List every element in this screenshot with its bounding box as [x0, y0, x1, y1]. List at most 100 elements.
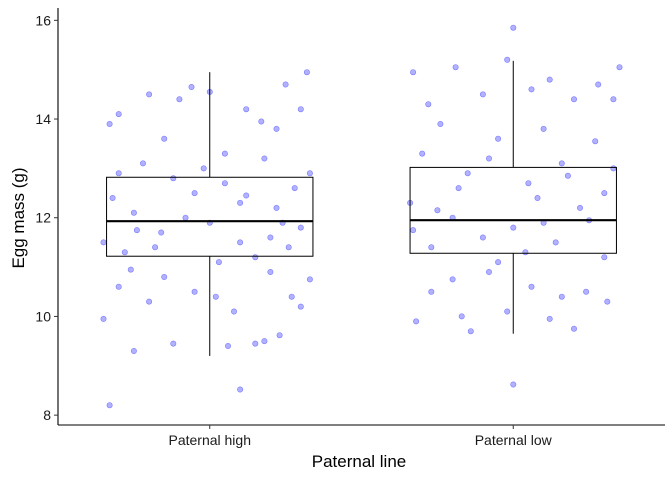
y-tick-label: 8 [43, 407, 51, 423]
data-point [200, 165, 207, 172]
data-point [282, 81, 289, 88]
data-point [225, 342, 232, 349]
data-point [221, 180, 228, 187]
y-tick-label: 16 [35, 12, 51, 28]
data-point [115, 170, 122, 177]
data-point [595, 81, 602, 88]
data-point [570, 96, 577, 103]
data-point [267, 268, 274, 275]
data-point [479, 91, 486, 98]
data-point [306, 276, 313, 283]
data-point [100, 315, 107, 322]
data-point [121, 249, 128, 256]
data-point [534, 195, 541, 202]
data-point [452, 64, 459, 71]
jitter-points [100, 24, 623, 409]
data-point [583, 288, 590, 295]
data-point [306, 170, 313, 177]
data-point [425, 101, 432, 108]
data-point [558, 293, 565, 300]
data-point [303, 69, 310, 76]
data-point [182, 214, 189, 221]
data-point [592, 138, 599, 145]
data-point [288, 293, 295, 300]
data-point [212, 293, 219, 300]
data-point [191, 190, 198, 197]
x-axis-title: Paternal line [312, 452, 407, 471]
data-point [410, 69, 417, 76]
data-point [485, 155, 492, 162]
data-point [510, 224, 517, 231]
data-point [146, 91, 153, 98]
data-point [258, 118, 265, 125]
data-point [100, 239, 107, 246]
data-point [176, 96, 183, 103]
boxplots [106, 60, 617, 356]
data-point [410, 227, 417, 234]
boxplot-paternal-high [106, 72, 314, 356]
data-point [604, 298, 611, 305]
data-point [525, 180, 532, 187]
data-point [564, 172, 571, 179]
data-point [546, 315, 553, 322]
data-point [133, 227, 140, 234]
data-point [109, 195, 116, 202]
data-point [297, 303, 304, 310]
data-point [115, 111, 122, 118]
data-point [237, 199, 244, 206]
data-point [601, 190, 608, 197]
data-point [570, 325, 577, 332]
data-point [610, 165, 617, 172]
data-point [495, 259, 502, 266]
data-point [243, 192, 250, 199]
data-point [261, 338, 268, 345]
data-point [106, 121, 113, 128]
data-point [161, 135, 168, 142]
data-point [558, 160, 565, 167]
data-point [273, 125, 280, 132]
y-axis-title: Egg mass (g) [9, 167, 28, 268]
data-point [510, 24, 517, 31]
data-point [495, 135, 502, 142]
data-point [419, 150, 426, 157]
data-point [504, 56, 511, 63]
data-point [140, 160, 147, 167]
data-point [106, 402, 113, 409]
data-point [267, 234, 274, 241]
data-point [252, 340, 259, 347]
data-point [161, 273, 168, 280]
x-tick-label: Paternal high [168, 432, 251, 448]
data-point [413, 318, 420, 325]
data-point [170, 175, 177, 182]
data-point [237, 386, 244, 393]
data-point [127, 266, 134, 273]
data-point [285, 244, 292, 251]
box-iqr [409, 166, 617, 254]
data-point [231, 308, 238, 315]
data-point [528, 283, 535, 290]
data-point [221, 150, 228, 157]
data-point [158, 229, 165, 236]
data-point [297, 224, 304, 231]
data-point [243, 106, 250, 113]
data-point [504, 308, 511, 315]
data-point [449, 276, 456, 283]
data-point [610, 96, 617, 103]
data-point [130, 209, 137, 216]
data-point [552, 239, 559, 246]
data-point [464, 170, 471, 177]
y-tick-label: 10 [35, 308, 51, 324]
data-point [146, 298, 153, 305]
data-point [152, 244, 159, 251]
data-point [261, 155, 268, 162]
y-tick-label: 12 [35, 210, 51, 226]
data-point [297, 106, 304, 113]
data-point [252, 254, 259, 261]
data-point [540, 125, 547, 132]
data-point [276, 332, 283, 339]
data-point [485, 268, 492, 275]
data-point [510, 381, 517, 388]
data-point [428, 244, 435, 251]
